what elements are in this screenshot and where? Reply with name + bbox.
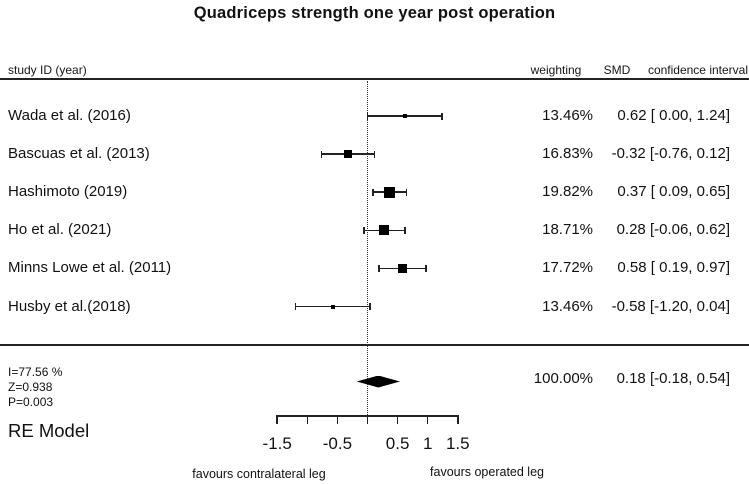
x-axis-tick-label: -0.5 [322, 434, 353, 453]
study-label: Wada et al. (2016) [8, 107, 131, 124]
x-axis-tick-label: -1.5 [262, 434, 292, 453]
study-label: Bascuas et al. (2013) [8, 145, 150, 163]
study-label: Ho et al. (2021) [8, 221, 112, 239]
heterogeneity-stats: I=77.56 % Z=0.938 P=0.003 [8, 365, 62, 410]
estimate-value: 0.28 [-0.06, 0.62] [616, 221, 730, 239]
ci-cap-left [378, 264, 380, 272]
ci-cap-left [366, 112, 369, 120]
weighting-value: 19.82% [542, 183, 593, 201]
estimate-value: -0.58 [-1.20, 0.04] [611, 297, 730, 315]
estimate-value: 0.62 [ 0.00, 1.24] [617, 107, 730, 124]
ci-cap-right [425, 264, 427, 272]
x-axis-tick-label: 1.5 [445, 434, 470, 453]
summary-diamond [356, 375, 400, 388]
x-axis-tick [336, 415, 339, 424]
favours-left-label: favours contralateral leg [192, 467, 326, 481]
summary-divider-line [0, 344, 749, 346]
weighting-value: 13.46% [542, 297, 593, 315]
ci-cap-left [294, 303, 296, 310]
x-axis-tick [306, 415, 309, 424]
favours-right-label: favours operated leg [430, 465, 544, 479]
ci-cap-right [369, 303, 371, 310]
stat-z: Z=0.938 [8, 380, 53, 394]
column-header-weighting: weighting [530, 63, 582, 77]
weighting-value: 18.71% [542, 221, 593, 239]
summary-weighting-value: 100.00% [533, 370, 593, 387]
x-axis-tick [396, 415, 399, 424]
weighting-value: 17.72% [542, 259, 593, 277]
column-header-smd: SMD [603, 63, 631, 77]
weighting-value: 16.83% [542, 145, 593, 163]
estimate-value: 0.37 [ 0.09, 0.65] [617, 183, 730, 201]
chart-title: Quadriceps strength one year post operat… [193, 4, 556, 22]
ci-cap-right [441, 112, 443, 120]
effect-size-square [344, 150, 353, 159]
x-axis-tick [457, 415, 459, 424]
header-divider-line [0, 78, 749, 80]
x-axis-tick [276, 415, 278, 424]
effect-size-square [397, 263, 407, 273]
ci-cap-right [373, 150, 376, 158]
zero-reference-line [366, 81, 368, 415]
model-label: RE Model [8, 420, 90, 441]
x-axis-tick-label: 0.5 [385, 434, 410, 453]
ci-cap-left [363, 226, 365, 234]
estimate-value: -0.32 [-0.76, 0.12] [611, 145, 730, 163]
x-axis-tick [426, 415, 429, 424]
x-axis-tick [366, 415, 369, 424]
stat-i-squared: I=77.56 % [8, 365, 63, 379]
study-label: Husby et al.(2018) [8, 297, 131, 315]
weighting-value: 13.46% [542, 107, 593, 124]
column-header-ci: confidence interval [647, 63, 748, 77]
effect-size-square [379, 225, 390, 236]
effect-size-square [330, 304, 335, 309]
estimate-value: 0.58 [ 0.19, 0.97] [617, 259, 730, 277]
summary-estimate-value: 0.18 [-0.18, 0.54] [616, 370, 730, 387]
study-label: Minns Lowe et al. (2011) [8, 259, 172, 277]
x-axis-tick-label: 1 [422, 434, 433, 453]
ci-cap-right [404, 226, 406, 234]
ci-cap-left [320, 150, 323, 158]
ci-cap-left [372, 188, 374, 196]
study-label: Hashimoto (2019) [8, 183, 128, 201]
ci-cap-right [405, 188, 408, 196]
effect-size-square [384, 186, 396, 198]
effect-size-square [402, 114, 407, 118]
column-header-study: study ID (year) [8, 63, 87, 77]
stat-p: P=0.003 [8, 395, 54, 409]
